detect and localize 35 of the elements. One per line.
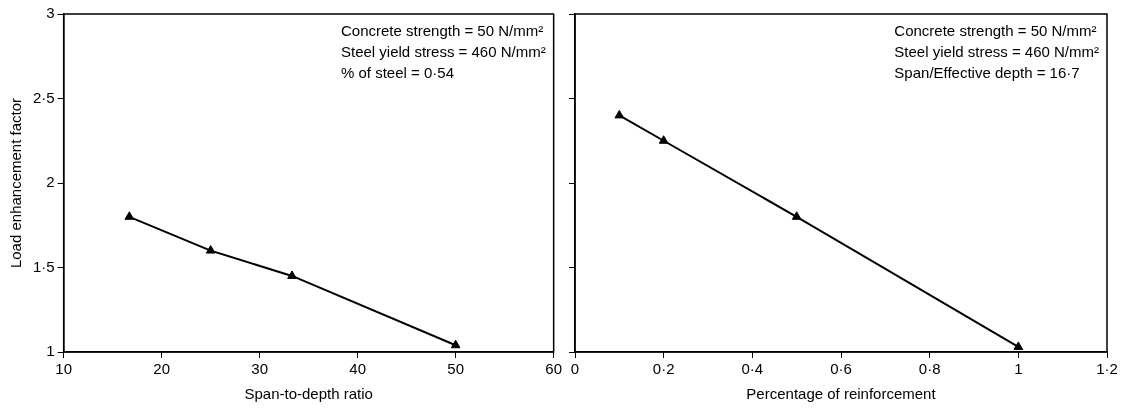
y-tick-label: 2·5 bbox=[32, 88, 55, 106]
x-tick-label: 20 bbox=[153, 360, 171, 378]
annotation: % of steel = 0·54 bbox=[341, 63, 454, 81]
annotation: Concrete strength = 50 N/mm² bbox=[341, 21, 544, 39]
annotation: Concrete strength = 50 N/mm² bbox=[894, 21, 1097, 39]
x-axis-title: Percentage of reinforcement bbox=[746, 385, 937, 403]
annotation: Span/Effective depth = 16·7 bbox=[894, 63, 1080, 81]
x-tick-label: 1·2 bbox=[1096, 360, 1118, 378]
annotation: Steel yield stress = 460 N/mm² bbox=[894, 42, 1099, 60]
x-tick-label: 0 bbox=[570, 360, 580, 378]
y-tick-label: 3 bbox=[46, 4, 55, 22]
point bbox=[287, 270, 297, 279]
point bbox=[614, 109, 625, 119]
y-axis-title: Load enhancement factor bbox=[7, 97, 25, 269]
x-tick-label: 60 bbox=[545, 360, 562, 378]
y-tick-label: 1 bbox=[46, 342, 55, 360]
point bbox=[205, 245, 216, 254]
x-tick-label: 30 bbox=[251, 360, 269, 378]
point bbox=[658, 135, 669, 144]
y-tick-label: 1·5 bbox=[32, 257, 55, 275]
point bbox=[791, 211, 802, 220]
x-tick-label: 0·6 bbox=[830, 360, 852, 378]
point bbox=[450, 339, 461, 349]
x-tick-label: 40 bbox=[349, 360, 367, 378]
x-tick-label: 0·8 bbox=[918, 360, 941, 378]
x-tick-label: 10 bbox=[55, 360, 73, 378]
x-tick-label: 0·4 bbox=[741, 360, 764, 378]
x-tick-label: 1 bbox=[1014, 360, 1023, 378]
x-axis-title: Span-to-depth ratio bbox=[244, 385, 373, 403]
x-tick-label: 50 bbox=[447, 360, 465, 378]
annotation: Steel yield stress = 460 N/mm² bbox=[341, 42, 546, 60]
point bbox=[124, 211, 135, 220]
point bbox=[1013, 341, 1024, 350]
y-tick-label: 2 bbox=[46, 173, 55, 191]
x-tick-label: 0·2 bbox=[652, 360, 675, 378]
